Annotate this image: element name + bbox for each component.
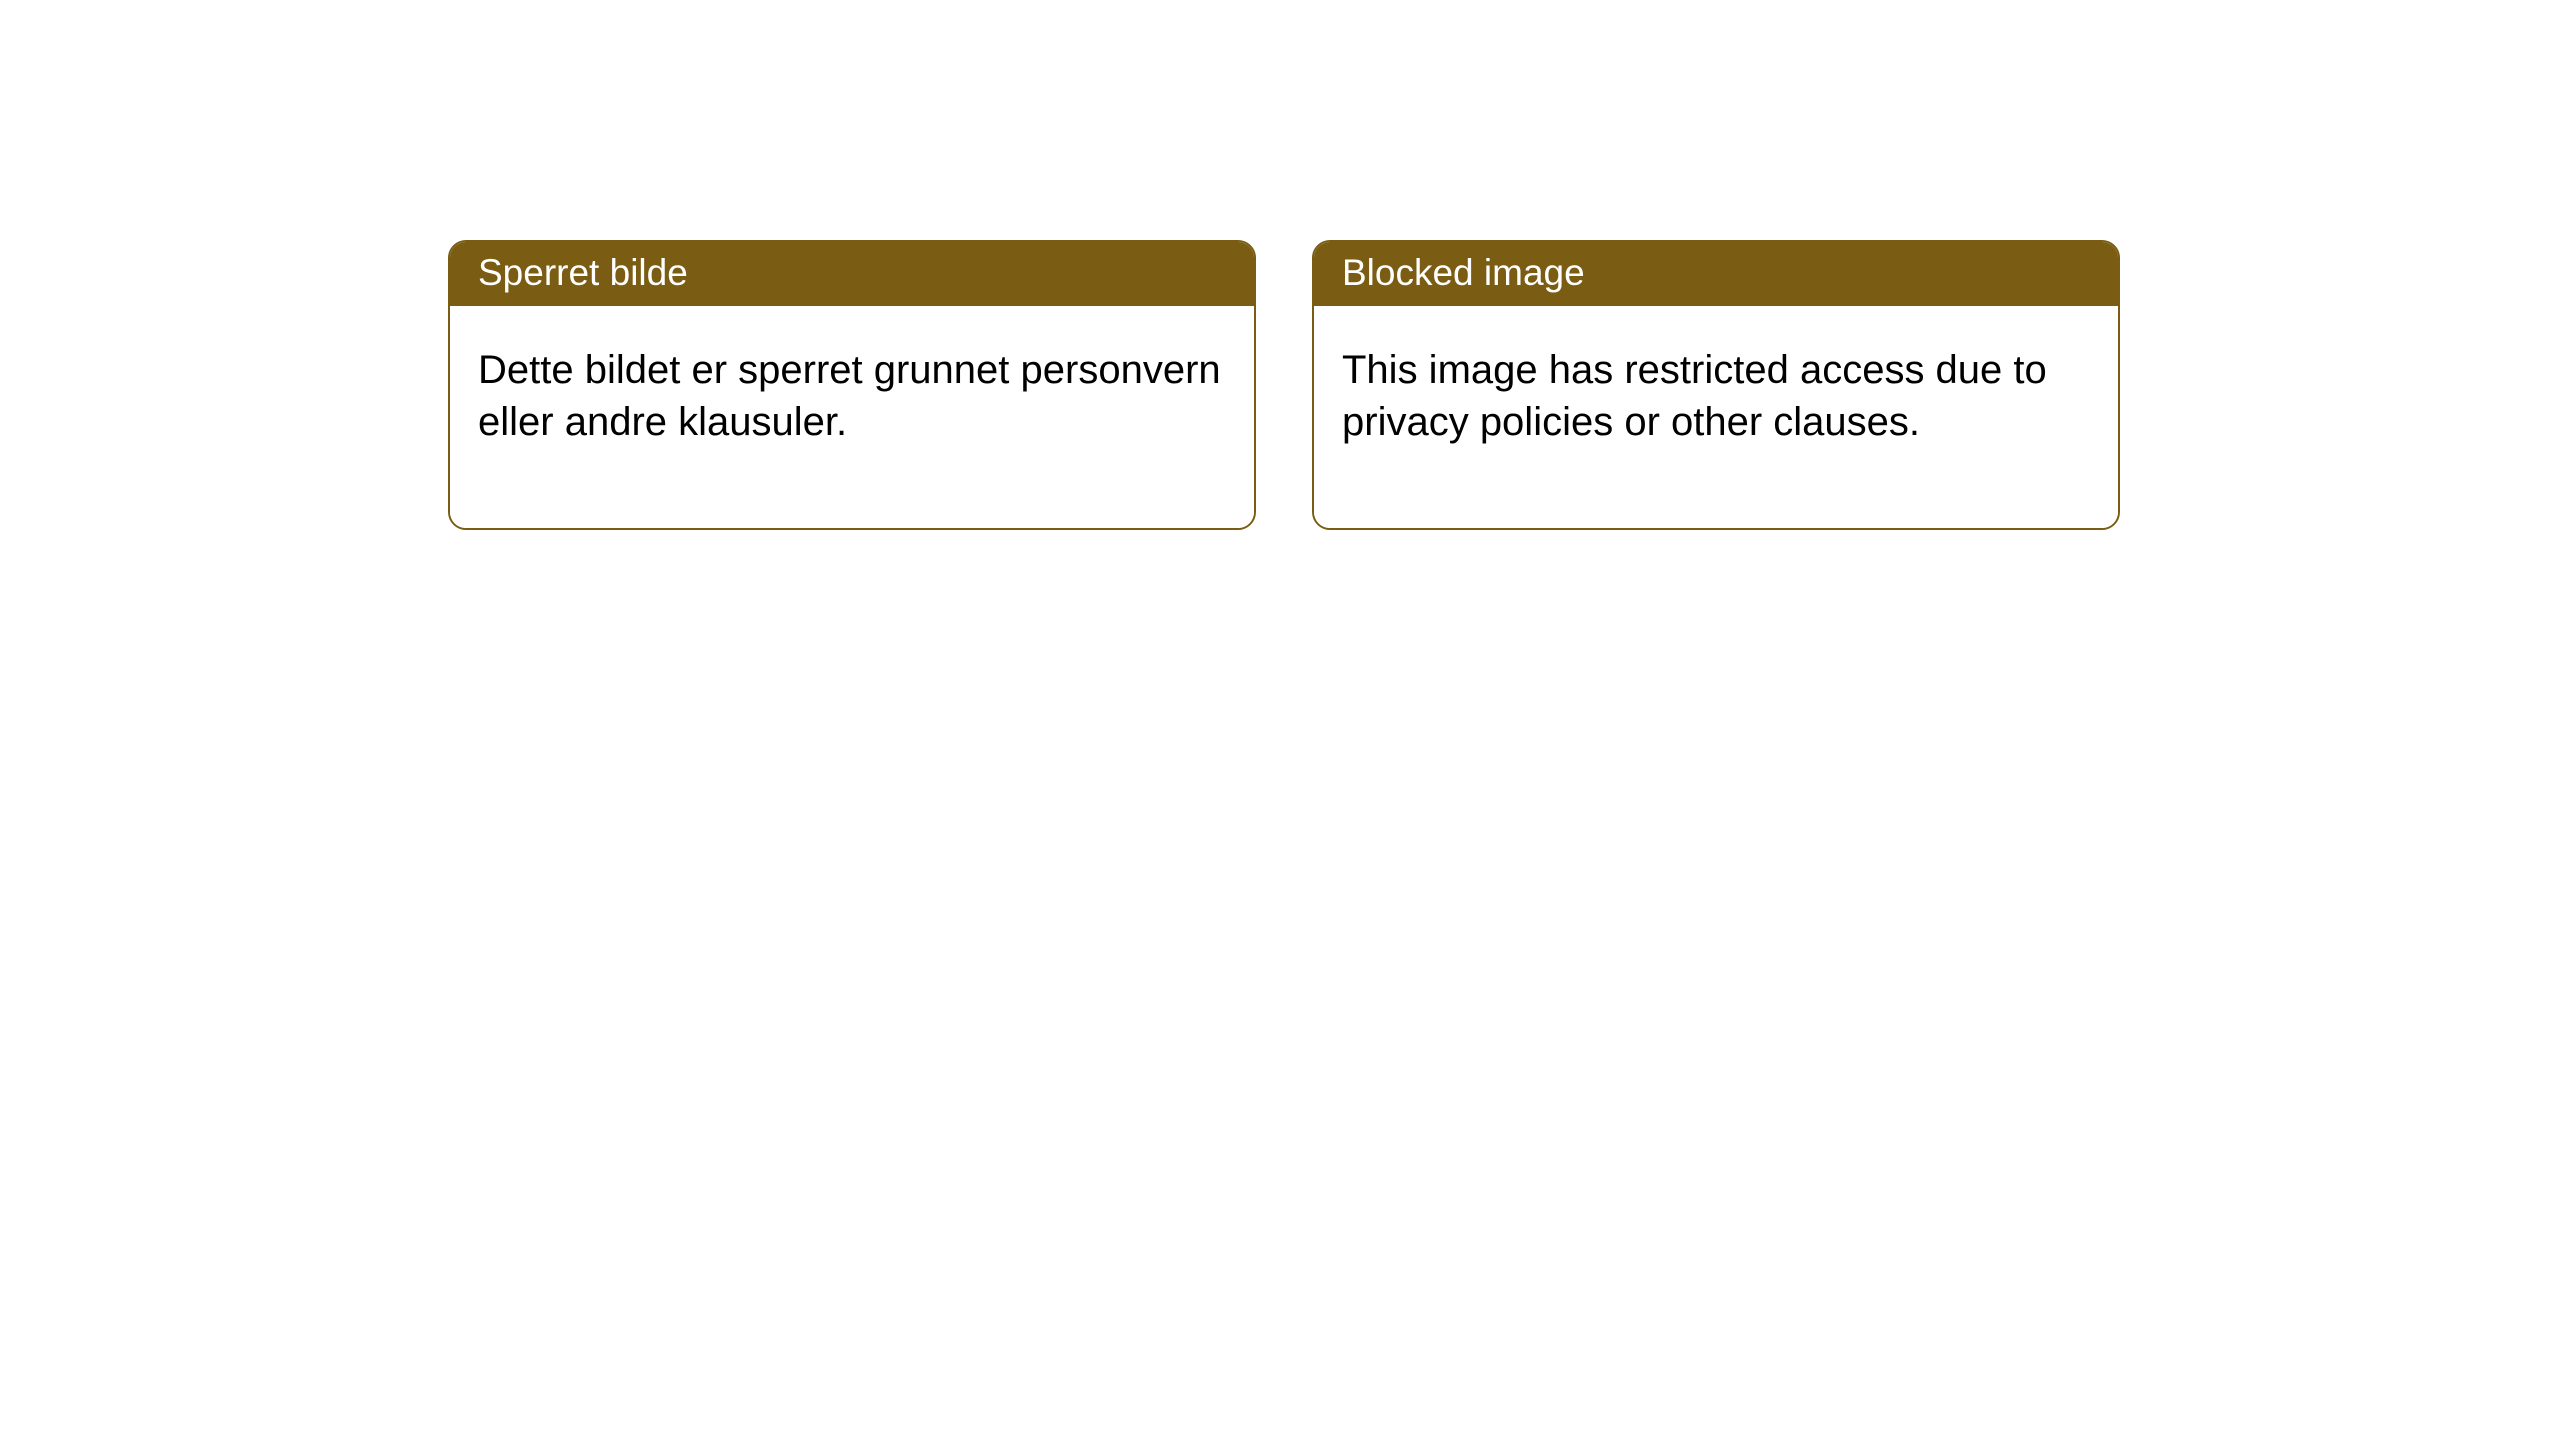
notice-header: Sperret bilde	[450, 242, 1254, 306]
notice-container: Sperret bilde Dette bildet er sperret gr…	[0, 0, 2560, 530]
notice-body: Dette bildet er sperret grunnet personve…	[450, 306, 1254, 528]
notice-title: Blocked image	[1342, 252, 1585, 293]
notice-text: Dette bildet er sperret grunnet personve…	[478, 344, 1226, 448]
notice-header: Blocked image	[1314, 242, 2118, 306]
notice-card-english: Blocked image This image has restricted …	[1312, 240, 2120, 530]
notice-title: Sperret bilde	[478, 252, 688, 293]
notice-card-norwegian: Sperret bilde Dette bildet er sperret gr…	[448, 240, 1256, 530]
notice-text: This image has restricted access due to …	[1342, 344, 2090, 448]
notice-body: This image has restricted access due to …	[1314, 306, 2118, 528]
